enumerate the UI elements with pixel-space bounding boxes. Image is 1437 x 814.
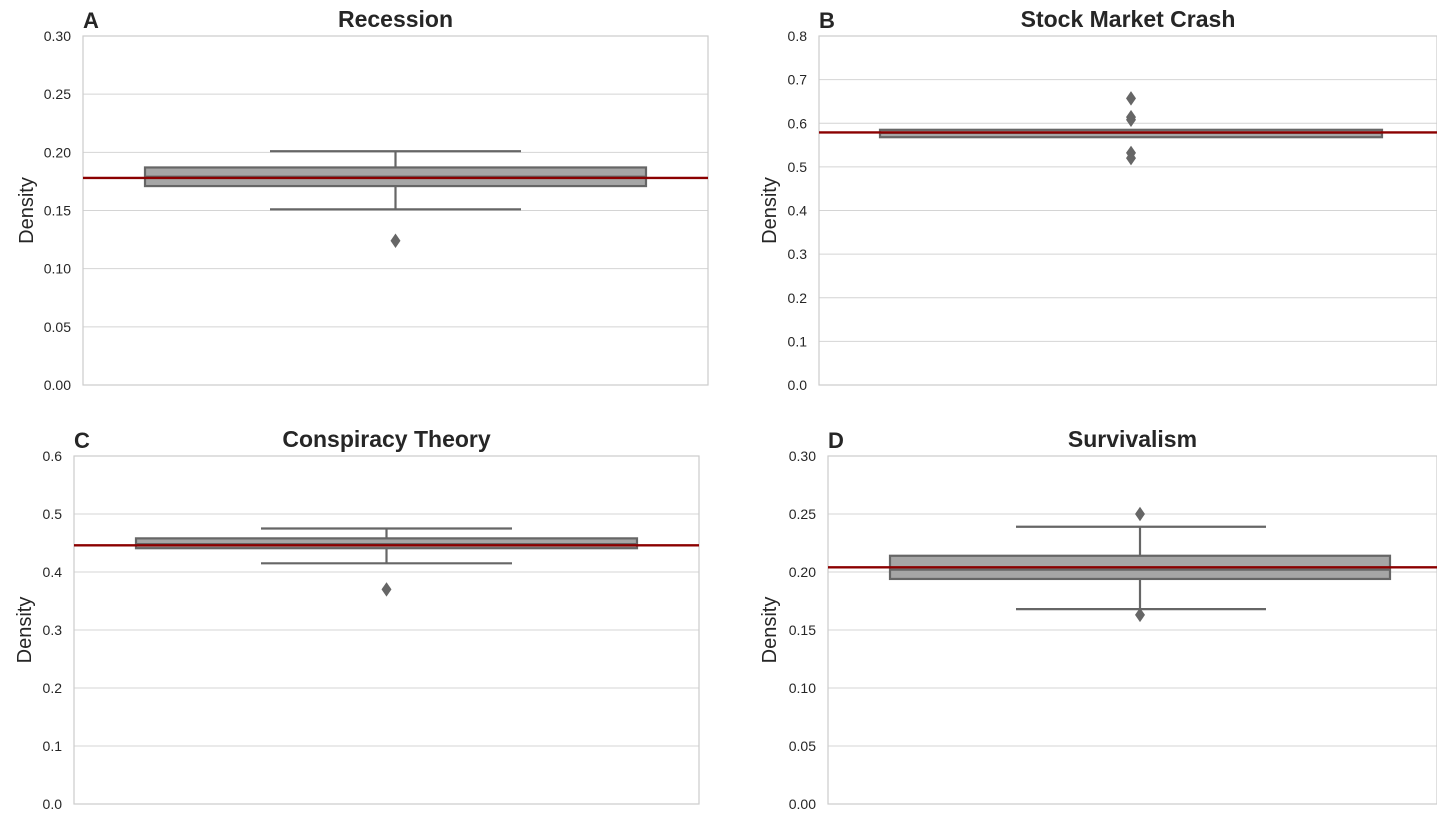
y-tick-label: 0.00 [44, 377, 71, 393]
outlier-point [1126, 112, 1136, 127]
panel-d: 0.00 0.05 0.10 0.15 0.20 0.25 0.30 Survivalism D… [759, 426, 1437, 812]
y-axis-label: Density [759, 177, 781, 244]
plot-frame [73, 455, 700, 805]
y-tick-label: 0.2 [43, 680, 63, 696]
outlier-point [1135, 506, 1145, 522]
y-tick-label: 0.1 [788, 333, 808, 349]
y-tick-label: 0.4 [43, 564, 63, 580]
y-tick-label: 0.3 [43, 622, 63, 638]
panel-title: Conspiracy Theory [282, 426, 491, 452]
y-tick-label: 0.3 [788, 246, 808, 262]
plot-frame [818, 35, 1437, 386]
y-tick-label: 0.0 [788, 377, 808, 393]
outlier-point [1135, 607, 1145, 623]
panel-title: Survivalism [1068, 426, 1197, 452]
y-tick-label: 0.6 [43, 448, 63, 464]
y-tick-label: 0.4 [788, 203, 808, 219]
y-tick-label: 0.8 [788, 28, 808, 44]
y-tick-label: 0.2 [788, 290, 808, 306]
y-tick-label: 0.5 [788, 159, 808, 175]
y-tick-label: 0.25 [44, 86, 71, 102]
panel-c: 0.0 0.1 0.2 0.3 0.4 0.5 0.6 Conspiracy Theory C D… [14, 426, 700, 812]
y-tick-label: 0.10 [789, 680, 816, 696]
panel-a: 0.00 0.05 0.10 0.15 0.20 0.25 0.30 Recession A De… [16, 6, 709, 393]
y-tick-label: 0.6 [788, 115, 808, 131]
panel-letter: A [83, 8, 99, 33]
y-tick-label: 0.5 [43, 506, 63, 522]
y-tick-label: 0.00 [789, 796, 816, 812]
y-tick-label: 0.1 [43, 738, 63, 754]
y-tick-label: 0.15 [44, 203, 71, 219]
outlier-point [1126, 150, 1136, 166]
y-tick-label: 0.30 [789, 448, 816, 464]
outlier-point [1126, 91, 1136, 106]
y-tick-label: 0.0 [43, 796, 63, 812]
y-axis-label: Density [759, 597, 781, 664]
y-tick-label: 0.7 [788, 72, 808, 88]
y-tick-label: 0.25 [789, 506, 816, 522]
panel-title: Recession [338, 6, 453, 32]
y-tick-label: 0.05 [44, 319, 71, 335]
y-axis-label: Density [14, 597, 36, 664]
y-tick-label: 0.10 [44, 261, 71, 277]
plot-frame [82, 35, 709, 386]
y-tick-label: 0.20 [44, 144, 71, 160]
outlier-point [381, 582, 392, 597]
outlier-point [390, 233, 401, 248]
panel-title: Stock Market Crash [1021, 6, 1236, 32]
panel-b: 0.0 0.1 0.2 0.3 0.4 0.5 0.6 0.7 0.8 Stock Market … [759, 6, 1437, 393]
panel-letter: D [828, 428, 844, 453]
y-tick-label: 0.20 [789, 564, 816, 580]
y-tick-label: 0.15 [789, 622, 816, 638]
y-tick-label: 0.30 [44, 28, 71, 44]
panel-letter: C [74, 428, 90, 453]
panel-letter: B [819, 8, 835, 33]
y-tick-label: 0.05 [789, 738, 816, 754]
plot-frame [827, 455, 1437, 805]
y-axis-label: Density [16, 177, 38, 244]
